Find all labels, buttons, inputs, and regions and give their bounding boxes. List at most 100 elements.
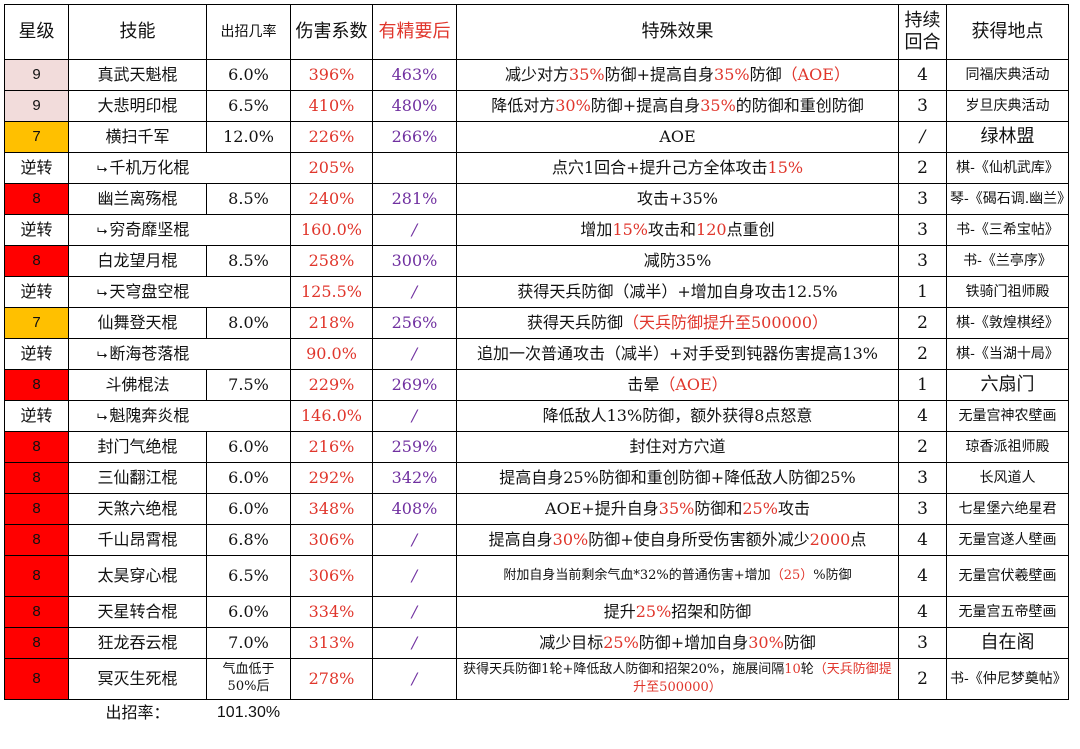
effect-text: AOE+提升自身 bbox=[545, 499, 659, 519]
effect-text: 减防35% bbox=[643, 251, 712, 271]
coef-cell: 313% bbox=[290, 627, 373, 659]
star-cell: 7 bbox=[4, 121, 69, 153]
rate-cell: 8.5% bbox=[206, 245, 291, 277]
effect-text: 追加一次普通攻击（减半）+对手受到钝器伤害提高13% bbox=[477, 344, 878, 364]
refine-cell: 463% bbox=[372, 59, 457, 91]
refine-cell: 342% bbox=[372, 462, 457, 494]
skill-name-cell: 白龙望月棍 bbox=[68, 245, 207, 277]
source-cell: 同福庆典活动 bbox=[946, 59, 1069, 91]
effect-text: 15% bbox=[767, 158, 804, 178]
effect-cell: 击晕（AOE） bbox=[456, 369, 899, 401]
effect-text: 防御+提高自身 bbox=[604, 65, 715, 85]
effect-text: 附加自身当前剩余气血*32%的普通伤害+增加 bbox=[503, 568, 771, 584]
sub-arrow-icon: ⮡ bbox=[97, 286, 108, 302]
skill-name-cell: 幽兰离殇棍 bbox=[68, 183, 207, 215]
source-cell: 绿林盟 bbox=[946, 121, 1069, 153]
coef-cell: 226% bbox=[290, 121, 373, 153]
star-cell: 9 bbox=[4, 59, 69, 91]
table-row: 7 横扫千军 12.0% 226% 266% AOE / 绿林盟 bbox=[4, 121, 1069, 153]
star-cell: 逆转 bbox=[4, 400, 69, 432]
refine-cell: / bbox=[372, 338, 457, 370]
coef-cell: 160.0% bbox=[290, 214, 373, 246]
effect-text: 击晕 bbox=[627, 375, 660, 395]
refine-cell: 480% bbox=[372, 90, 457, 122]
star-cell: 8 bbox=[4, 245, 69, 277]
rate-cell: 气血低于50%后 bbox=[206, 658, 291, 700]
skill-name: 天星转合棍 bbox=[97, 602, 178, 622]
duration-cell: 3 bbox=[898, 90, 947, 122]
star-cell: 9 bbox=[4, 90, 69, 122]
effect-text: 30% bbox=[748, 633, 784, 653]
effect-text: 25% bbox=[742, 499, 778, 519]
effect-text: 35% bbox=[714, 65, 750, 85]
skill-name: 千机万化棍 bbox=[109, 158, 190, 178]
effect-text: 15% bbox=[612, 220, 648, 240]
effect-cell: 提升25%招架和防御 bbox=[456, 596, 899, 628]
effect-cell: 减少对方35%防御+提高自身35%防御（AOE） bbox=[456, 59, 899, 91]
table-row: 8 千山昂霄棍 6.8% 306% / 提高自身30%防御+使自身所受伤害额外减少2000… bbox=[4, 524, 1069, 556]
effect-text: 获得天兵防御1轮+降低敌人防御和招架20%，施展间隔 bbox=[463, 662, 785, 678]
effect-cell: 攻击+35% bbox=[456, 183, 899, 215]
effect-cell: AOE+提升自身35%防御和25%攻击 bbox=[456, 493, 899, 525]
effect-text: 点 bbox=[850, 530, 867, 550]
star-cell: 逆转 bbox=[4, 338, 69, 370]
skill-name-cell: 天星转合棍 bbox=[68, 596, 207, 628]
refine-cell: 300% bbox=[372, 245, 457, 277]
refine-cell: 256% bbox=[372, 307, 457, 339]
skill-name-cell: 大悲明印棍 bbox=[68, 90, 207, 122]
refine-cell: 269% bbox=[372, 369, 457, 401]
effect-cell: 获得天兵防御（天兵防御提升至500000） bbox=[456, 307, 899, 339]
rate-cell: 6.5% bbox=[206, 90, 291, 122]
source-cell: 棋-《当湖十局》 bbox=[946, 338, 1069, 370]
effect-text: （天兵防御提升至500000） bbox=[633, 662, 892, 695]
coef-cell: 240% bbox=[290, 183, 373, 215]
table-row: 8 狂龙吞云棍 7.0% 313% / 减少目标25%防御+增加自身30%防御 3 自在阁 bbox=[4, 627, 1069, 659]
duration-cell: 2 bbox=[898, 152, 947, 184]
skill-name-cell: 真武天魁棍 bbox=[68, 59, 207, 91]
coef-cell: 278% bbox=[290, 658, 373, 700]
refine-cell: 266% bbox=[372, 121, 457, 153]
table-row: 8 斗佛棍法 7.5% 229% 269% 击晕（AOE） 1 六扇门 bbox=[4, 369, 1069, 401]
effect-text: 120 bbox=[696, 220, 727, 240]
header-source: 获得地点 bbox=[946, 4, 1069, 60]
star-cell: 8 bbox=[4, 183, 69, 215]
header-row: 星级 技能 出招几率 伤害系数 有精要后 特殊效果 持续回合 获得地点 bbox=[4, 4, 1069, 60]
effect-cell: 降低对方30%防御+提高自身35%的防御和重创防御 bbox=[456, 90, 899, 122]
skill-name-cell: 封门气绝棍 bbox=[68, 431, 207, 463]
rate-cell: 6.0% bbox=[206, 493, 291, 525]
refine-cell: / bbox=[372, 627, 457, 659]
coef-cell: 306% bbox=[290, 524, 373, 556]
effect-text: 攻击+35% bbox=[637, 189, 718, 209]
footer-empty bbox=[291, 700, 1069, 727]
effect-cell: 点穴1回合+提升己方全体攻击15% bbox=[456, 152, 899, 184]
effect-text: 攻击和 bbox=[648, 220, 697, 240]
refine-cell: / bbox=[372, 276, 457, 308]
refine-cell: / bbox=[372, 596, 457, 628]
effect-text: 防御 bbox=[783, 633, 816, 653]
coef-cell: 258% bbox=[290, 245, 373, 277]
refine-cell: 281% bbox=[372, 183, 457, 215]
skill-name: 横扫千军 bbox=[105, 127, 170, 147]
effect-text: 点穴1回合+提升己方全体攻击 bbox=[551, 158, 768, 178]
effect-text: 获得天兵防御 bbox=[526, 313, 623, 333]
table-body: 9 真武天魁棍 6.0% 396% 463% 减少对方35%防御+提高自身35%防御（AO… bbox=[4, 59, 1069, 700]
effect-text: 提高自身 bbox=[488, 530, 553, 550]
table-row: 8 太昊穿心棍 6.5% 306% / 附加自身当前剩余气血*32%的普通伤害+增加（25… bbox=[4, 555, 1069, 597]
effect-text: 35% bbox=[569, 65, 605, 85]
effect-text: 2000 bbox=[809, 530, 851, 550]
coef-cell: 306% bbox=[290, 555, 373, 597]
coef-cell: 348% bbox=[290, 493, 373, 525]
source-cell: 无量宫遂人壁画 bbox=[946, 524, 1069, 556]
skill-name-cell: ⮡ 断海苍落棍 bbox=[68, 338, 291, 370]
refine-cell: 259% bbox=[372, 431, 457, 463]
effect-text: 轮 bbox=[800, 662, 814, 678]
skill-name: 狂龙吞云棍 bbox=[97, 633, 178, 653]
header-effect: 特殊效果 bbox=[456, 4, 899, 60]
effect-text: 增加 bbox=[580, 220, 613, 240]
effect-cell: 附加自身当前剩余气血*32%的普通伤害+增加（25）%防御 bbox=[456, 555, 899, 597]
effect-text: 25% bbox=[635, 602, 672, 622]
skill-name-cell: ⮡ 千机万化棍 bbox=[68, 152, 291, 184]
star-cell: 8 bbox=[4, 627, 69, 659]
effect-text: 的防御和重创防御 bbox=[735, 96, 864, 116]
skill-name: 封门气绝棍 bbox=[97, 437, 178, 457]
